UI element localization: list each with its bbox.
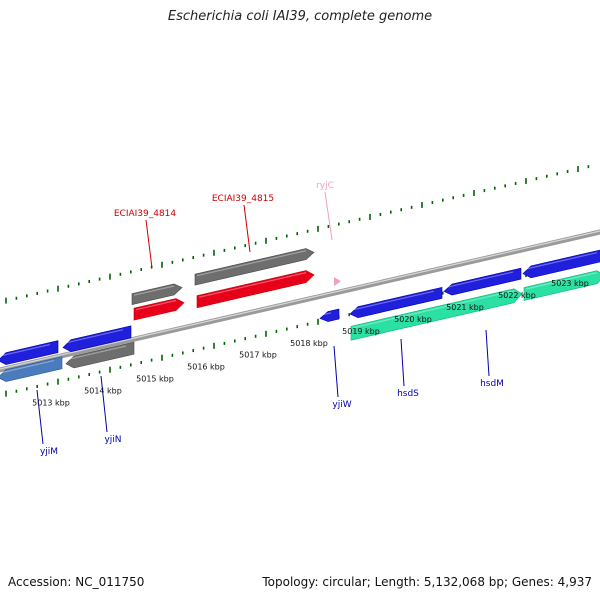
gene-ECIAI39_4815[interactable] (196, 270, 315, 309)
gene-teal-2[interactable] (523, 270, 600, 301)
leader-ECIAI39_4815 (243, 204, 251, 253)
label-yjiW: yjiW (332, 400, 351, 410)
tick-label: 5022 kbp (498, 291, 536, 300)
tick-label: 5013 kbp (32, 398, 70, 407)
gene-yjiM-shine (0, 359, 55, 374)
gene-teal-1-shine (352, 290, 515, 329)
tick-label: 5016 kbp (187, 363, 225, 372)
leader-ECIAI39_4814 (145, 219, 153, 269)
label-yjiM: yjiM (40, 447, 58, 457)
leader-hsdM (485, 329, 490, 377)
gene-yjiW[interactable] (319, 308, 340, 322)
gene-features[interactable] (0, 248, 600, 382)
tick-label: 5023 kbp (551, 279, 589, 288)
leader-hsdS (400, 338, 405, 387)
gene-teal-2-shine (525, 272, 598, 290)
backbone-highlight (0, 230, 600, 370)
gene-ECIAI39_4814[interactable] (133, 298, 185, 321)
genome-summary-text: Topology: circular; Length: 5,132,068 bp… (262, 575, 592, 589)
gene-yjiN-shine (67, 345, 127, 360)
label-hsdM: hsdM (480, 379, 504, 389)
leader-yjiN (100, 375, 108, 433)
tick-label: 5019 kbp (342, 327, 380, 336)
gene-hsdM-shine (445, 271, 514, 289)
gene-labels: ECIAI39_4814 ECIAI39_4815 ryjC yjiM yjiN yjiW… (40, 181, 504, 457)
gene-yjiW-shine (321, 312, 332, 316)
gene-yjiN-blue[interactable] (62, 325, 132, 352)
backbone-line (0, 229, 600, 373)
gene-ECIAI39_4815-gray-shine (196, 250, 307, 277)
leader-yjiM (36, 389, 44, 445)
outer-tick-track (5, 165, 590, 304)
tick-label: 5020 kbp (394, 315, 432, 324)
tick-label: 5018 kbp (290, 339, 328, 348)
gene-ECIAI39_4815-shine (198, 272, 307, 298)
label-ryjC: ryjC (316, 181, 334, 191)
gene-hsdS-shine (351, 290, 435, 311)
label-leader-lines (36, 191, 490, 445)
gene-yjiN[interactable] (65, 341, 135, 369)
label-yjiN: yjiN (104, 435, 121, 445)
gene-yjiM[interactable] (0, 356, 63, 382)
gene-hsdS[interactable] (349, 286, 443, 318)
gene-ryjC[interactable] (334, 277, 341, 287)
gene-yjiM-blue[interactable] (0, 340, 59, 365)
accession-text: Accession: NC_011750 (8, 575, 145, 589)
gene-ECIAI39_4815-gray[interactable] (194, 248, 315, 286)
leader-ryjC (324, 191, 333, 241)
gene-yjiN-blue-shine (64, 329, 124, 344)
leader-yjiW (333, 345, 339, 398)
gene-hsdM[interactable] (443, 267, 522, 296)
gene-teal-1[interactable] (350, 288, 523, 341)
kbp-tick-labels: 5013 kbp 5014 kbp 5015 kbp 5016 kbp 5017 kbp… (32, 279, 589, 407)
gene-ECIAI39_4814-gray-shine (133, 285, 175, 296)
gene-ECIAI39_4814-shine (135, 299, 177, 311)
tick-label: 5014 kbp (84, 386, 122, 395)
map-title: Escherichia coli IAI39, complete genome (167, 9, 433, 24)
label-hsdS: hsdS (397, 389, 419, 399)
label-ECIAI39_4814: ECIAI39_4814 (114, 209, 177, 219)
genome-backbone (0, 229, 600, 373)
tick-label: 5015 kbp (136, 374, 174, 383)
tick-label: 5021 kbp (446, 303, 484, 312)
gene-hsdR-shine (524, 252, 598, 270)
label-ECIAI39_4815: ECIAI39_4815 (212, 194, 274, 204)
gene-hsdR[interactable] (522, 249, 600, 279)
tick-label: 5017 kbp (239, 351, 277, 360)
gene-ECIAI39_4814-gray[interactable] (131, 283, 183, 306)
gene-yjiM-blue-shine (0, 343, 51, 357)
